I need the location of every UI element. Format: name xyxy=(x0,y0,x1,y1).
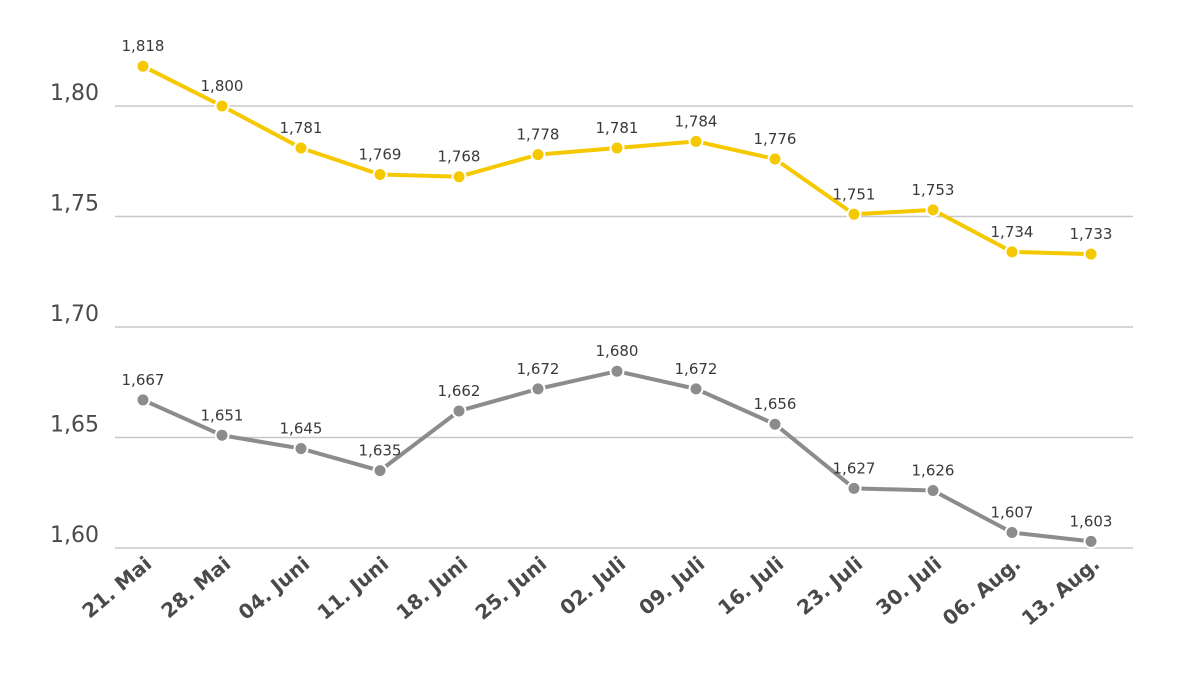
y-tick-label-4: 1,80 xyxy=(50,81,99,106)
series-2-line xyxy=(142,369,1092,544)
x-tick-label-5: 25. Juni xyxy=(471,551,552,624)
series-1-data-label-10: 1,753 xyxy=(912,181,955,199)
x-tick-label-7: 09. Juli xyxy=(634,551,709,619)
series-1-line xyxy=(142,64,1092,257)
x-tick-label-12: 13. Aug. xyxy=(1017,551,1104,630)
y-tick-label-2: 1,70 xyxy=(50,302,99,327)
x-tick-label-1: 28. Mai xyxy=(156,551,235,623)
series-1-point-4 xyxy=(451,169,467,185)
x-tick-label-11: 06. Aug. xyxy=(938,551,1025,630)
series-1-data-label-7: 1,784 xyxy=(675,112,718,130)
series-2-point-7 xyxy=(688,381,704,397)
series-2-point-3 xyxy=(372,463,388,479)
series-1-data-label-4: 1,768 xyxy=(438,148,481,166)
series-1-point-8 xyxy=(767,151,783,167)
series-1-point-5 xyxy=(530,147,546,163)
series-2-data-label-2: 1,645 xyxy=(280,420,323,438)
series-2-data-label-3: 1,635 xyxy=(359,442,402,460)
y-axis-ticks: 1,60 1,65 1,70 1,75 1,80 xyxy=(50,81,99,548)
series-2-point-8 xyxy=(767,416,783,432)
series-1-point-10 xyxy=(925,202,941,218)
series-1-point-3 xyxy=(372,167,388,183)
series-1-data-label-9: 1,751 xyxy=(833,185,876,203)
x-tick-label-6: 02. Juli xyxy=(555,551,630,619)
series-2-data-label-11: 1,607 xyxy=(991,504,1034,522)
x-tick-label-10: 30. Juli xyxy=(871,551,946,619)
series-1-point-0 xyxy=(135,58,151,74)
series-1-data-label-8: 1,776 xyxy=(754,130,797,148)
series-1-point-12 xyxy=(1083,246,1099,262)
series-2-point-2 xyxy=(293,441,309,457)
series-2-data-label-7: 1,672 xyxy=(675,360,718,378)
series-1: 1,818 1,800 1,781 1,769 1,768 1,778 1,781 1,784… xyxy=(122,37,1113,262)
series-2-point-4 xyxy=(451,403,467,419)
series-1-data-label-2: 1,781 xyxy=(280,119,323,137)
series-2: 1,667 1,651 1,645 1,635 1,662 1,672 1,680 1,672… xyxy=(122,342,1113,549)
series-1-data-label-3: 1,769 xyxy=(359,146,402,164)
series-2-data-label-10: 1,626 xyxy=(912,462,955,480)
series-2-point-5 xyxy=(530,381,546,397)
y-tick-label-1: 1,65 xyxy=(50,413,99,438)
x-tick-label-2: 04. Juni xyxy=(234,551,315,624)
series-2-point-10 xyxy=(925,483,941,499)
series-1-data-label-0: 1,818 xyxy=(122,37,165,55)
series-1-point-11 xyxy=(1004,244,1020,260)
x-tick-label-4: 18. Juni xyxy=(392,551,473,624)
series-2-data-label-5: 1,672 xyxy=(517,360,560,378)
series-2-point-9 xyxy=(846,480,862,496)
series-1-point-1 xyxy=(214,98,230,114)
series-2-data-label-8: 1,656 xyxy=(754,395,797,413)
x-tick-label-3: 11. Juni xyxy=(313,551,394,624)
series-layer: 1,818 1,800 1,781 1,769 1,768 1,778 1,781 1,784… xyxy=(122,37,1113,549)
series-2-data-label-9: 1,627 xyxy=(833,459,876,477)
series-2-point-12 xyxy=(1083,533,1099,549)
series-2-data-label-4: 1,662 xyxy=(438,382,481,400)
series-2-point-0 xyxy=(135,392,151,408)
series-2-data-label-6: 1,680 xyxy=(596,342,639,360)
series-2-data-label-0: 1,667 xyxy=(122,371,165,389)
series-1-data-label-12: 1,733 xyxy=(1070,225,1113,243)
series-2-data-label-1: 1,651 xyxy=(201,406,244,424)
series-1-point-6 xyxy=(609,140,625,156)
x-tick-label-9: 23. Juli xyxy=(792,551,867,619)
series-1-data-label-11: 1,734 xyxy=(991,223,1034,241)
series-1-data-label-6: 1,781 xyxy=(596,119,639,137)
series-2-point-1 xyxy=(214,427,230,443)
series-2-data-label-12: 1,603 xyxy=(1070,512,1113,530)
series-1-point-7 xyxy=(688,133,704,149)
series-1-data-label-1: 1,800 xyxy=(201,77,244,95)
series-2-point-11 xyxy=(1004,525,1020,541)
series-1-point-9 xyxy=(846,206,862,222)
x-tick-label-8: 16. Juli xyxy=(713,551,788,619)
x-tick-label-0: 21. Mai xyxy=(77,551,156,623)
series-1-point-2 xyxy=(293,140,309,156)
grid-layer xyxy=(115,105,1133,549)
series-1-data-label-5: 1,778 xyxy=(517,126,560,144)
series-2-point-6 xyxy=(609,363,625,379)
y-tick-label-0: 1,60 xyxy=(50,523,99,548)
y-tick-label-3: 1,75 xyxy=(50,192,99,217)
